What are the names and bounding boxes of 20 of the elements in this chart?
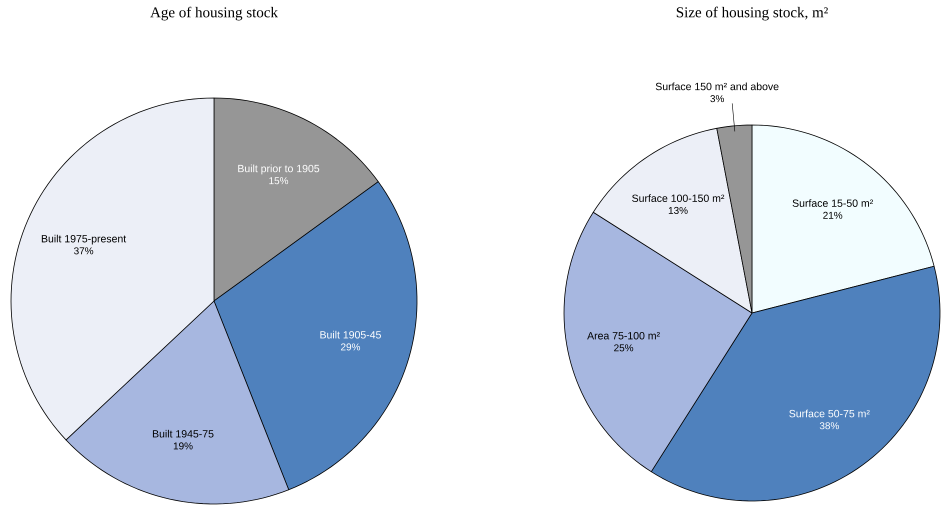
slice-label: Area 75-100 m² xyxy=(587,332,660,340)
chart-title: Size of housing stock, m² xyxy=(676,6,828,20)
slice-label: Surface 150 m² and above xyxy=(656,82,779,90)
slice-label: Built 1945-75 xyxy=(152,430,214,438)
chart-title: Age of housing stock xyxy=(150,6,278,20)
data-label: 15% xyxy=(269,177,288,184)
slice-label: Built 1905-45 xyxy=(320,330,381,339)
data-label: 29% xyxy=(340,343,360,350)
data-label: 37% xyxy=(74,247,94,254)
data-label: 19% xyxy=(174,442,193,450)
data-label: 38% xyxy=(820,422,839,430)
slice-label: Surface 100-150 m² xyxy=(632,194,724,202)
slice-label: Built prior to 1905 xyxy=(238,164,320,174)
slice-label: Surface 50-75 m² xyxy=(789,410,870,418)
data-label: 25% xyxy=(614,344,634,352)
slice-label: Built 1975-present xyxy=(42,234,126,244)
slice-label: Surface 15-50 m² xyxy=(792,199,874,207)
data-label: 3% xyxy=(710,95,724,102)
data-label: 13% xyxy=(668,206,688,214)
data-label: 21% xyxy=(823,212,842,219)
